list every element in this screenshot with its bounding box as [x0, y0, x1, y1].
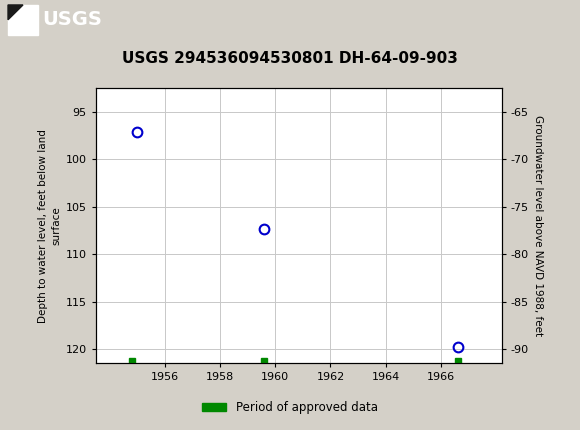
Text: USGS: USGS — [42, 10, 102, 29]
Legend: Period of approved data: Period of approved data — [198, 396, 382, 419]
Y-axis label: Groundwater level above NAVD 1988, feet: Groundwater level above NAVD 1988, feet — [533, 115, 543, 336]
Text: USGS 294536094530801 DH-64-09-903: USGS 294536094530801 DH-64-09-903 — [122, 52, 458, 66]
FancyBboxPatch shape — [8, 5, 38, 35]
Y-axis label: Depth to water level, feet below land
surface: Depth to water level, feet below land su… — [38, 129, 61, 322]
Polygon shape — [8, 5, 23, 20]
